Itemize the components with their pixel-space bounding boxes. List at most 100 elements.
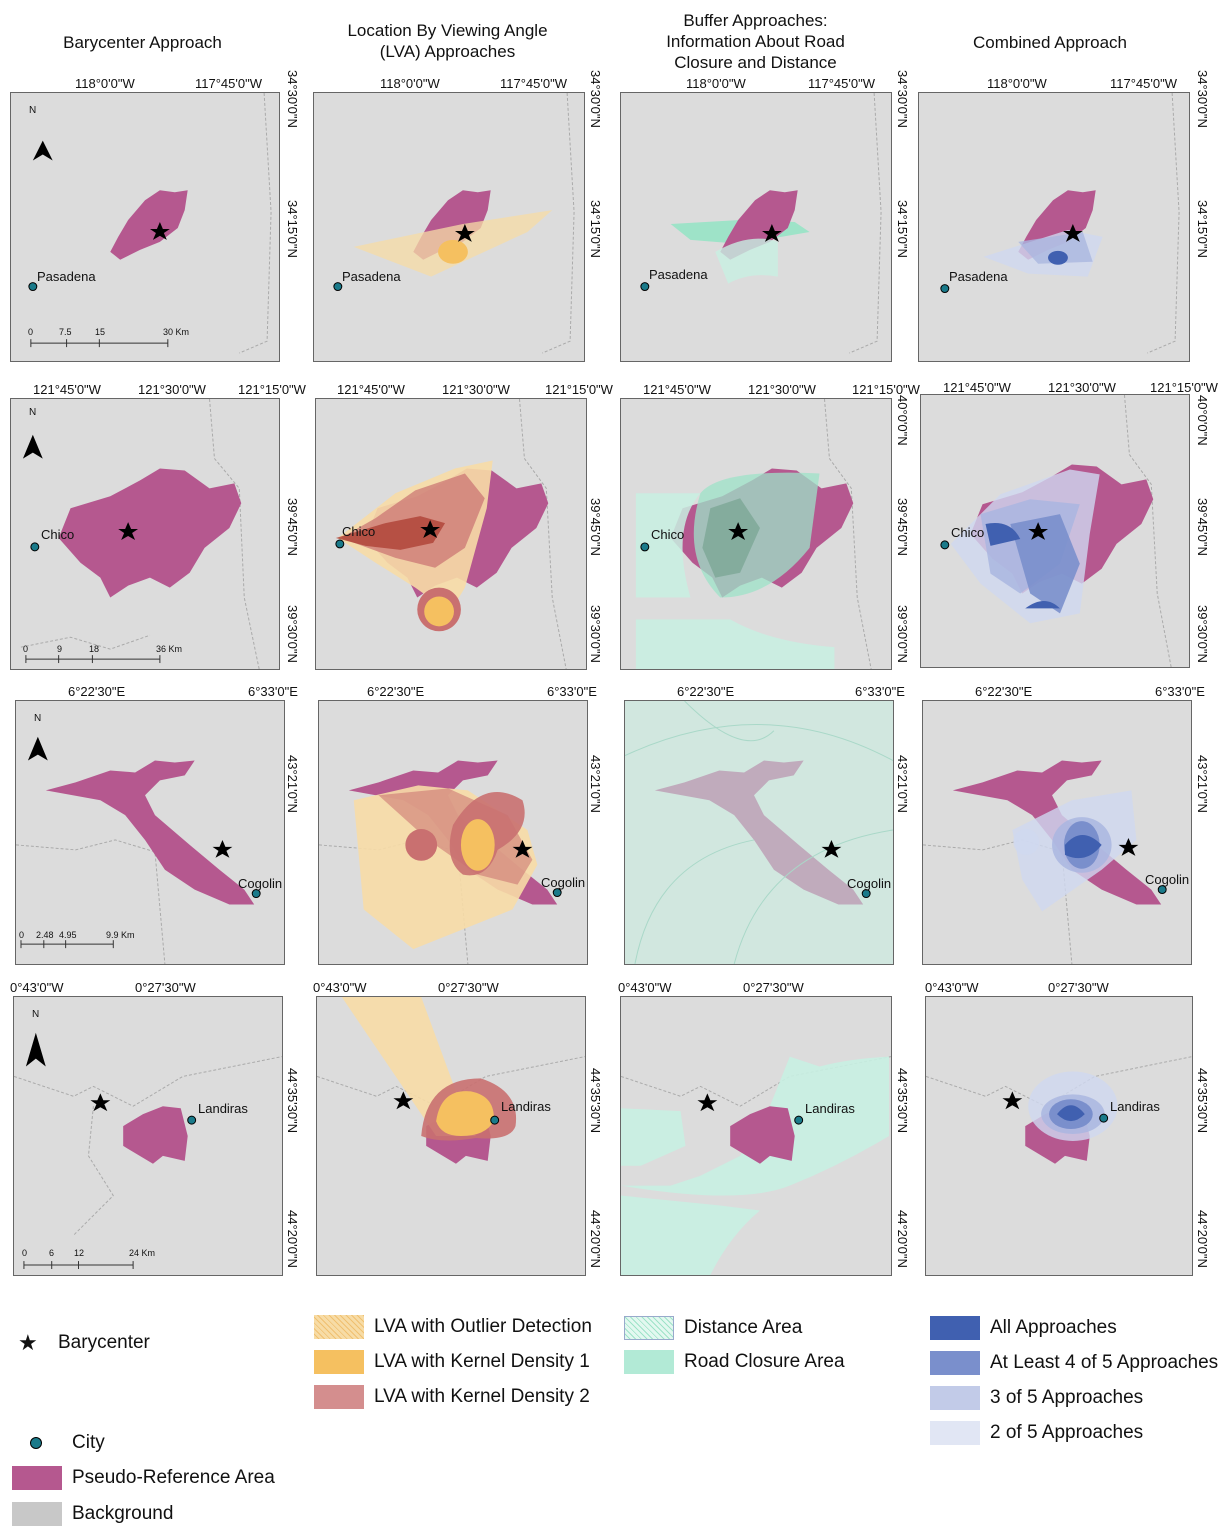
lat-tick: 34°15'0"N [588,200,603,258]
map-panel-chico-buffer: Chico [620,398,892,670]
pseudo-reference-area [45,760,255,905]
scale-label: 9.9 Km [106,930,135,940]
lon-tick: 0°27'30"W [135,980,196,995]
map-panel-pasadena-lva: Pasadena [313,92,585,362]
distance-swatch [624,1316,674,1340]
three-of-5-swatch [930,1386,980,1410]
city-label: Chico [951,525,985,540]
map-panel-cogolin-barycenter: Cogolin N 0 2.48 4.95 9.9 Km [15,700,285,965]
scale-label: 24 Km [129,1248,156,1258]
scale-label: 9 [57,644,63,654]
column-title-combined: Combined Approach [972,33,1128,52]
legend-barycenter: ★ Barycenter [18,1330,150,1356]
legend-lva-kd1: LVA with Kernel Density 1 [314,1350,590,1374]
scale-label: 0 [19,930,25,940]
lon-tick: 121°30'0"W [442,382,510,397]
lva-kd1-area [424,596,454,627]
distance-area [625,701,893,964]
scale-bar [30,339,169,348]
legend-label: LVA with Kernel Density 2 [374,1386,590,1407]
city-label: Chico [651,527,685,542]
scale-label: 30 Km [163,327,190,337]
road-closure-swatch [624,1350,674,1374]
lat-tick: 44°20'0"N [1195,1210,1210,1268]
map-panel-landiras-barycenter: Landiras N 0 6 12 24 Km [13,996,283,1276]
lva-kd1-swatch [314,1350,364,1374]
lon-tick: 0°43'0"W [618,980,672,995]
lon-tick: 6°22'30"E [367,684,425,699]
lon-tick: 0°27'30"W [1048,980,1109,995]
legend-label: Pseudo-Reference Area [72,1467,275,1488]
pseudo-reference-area [58,468,242,598]
lon-tick: 121°45'0"W [33,382,101,397]
legend-label: Road Closure Area [684,1351,845,1372]
lon-tick: 121°30'0"W [138,382,206,397]
lat-tick: 34°30'0"N [285,70,300,128]
lat-tick: 44°35'30"N [895,1068,910,1134]
distance-area [635,493,835,669]
north-label: N [29,105,37,116]
lat-tick: 39°30'0"N [588,605,603,663]
city-label: Landiras [501,1099,551,1114]
lat-tick: 44°20'0"N [588,1210,603,1268]
lon-tick: 121°45'0"W [337,382,405,397]
map-panel-pasadena-combined: Pasadena [918,92,1190,362]
lva-kd1-area [436,1091,494,1136]
all-approaches-area [1057,1105,1085,1122]
pseudo-reference-area [110,190,188,260]
barycenter-star [149,222,170,240]
legend-distance: Distance Area [624,1316,802,1340]
lat-tick: 39°45'0"N [1195,498,1210,556]
scale-label: 0 [22,1248,28,1258]
north-label: N [29,407,37,418]
legend-label: Background [72,1503,174,1524]
lon-tick: 0°27'30"W [438,980,499,995]
north-label: N [32,1009,40,1020]
legend-label: All Approaches [990,1317,1117,1338]
city-label: Pasadena [949,269,1008,284]
lon-tick: 117°45'0"W [500,76,567,91]
scale-label: 18 [89,644,100,654]
lat-tick: 43°21'0"N [588,755,603,813]
pseudo-reference-swatch [12,1466,62,1490]
lon-tick: 118°0'0"W [380,76,440,91]
lva-kd2-swatch [314,1385,364,1409]
lat-tick: 34°15'0"N [1195,200,1210,258]
scale-label: 0 [23,644,29,654]
lat-tick: 43°21'0"N [285,755,300,813]
legend-label: Barycenter [58,1332,150,1353]
lon-tick: 118°0'0"W [75,76,135,91]
legend-at-least-4: At Least 4 of 5 Approaches [930,1351,1218,1375]
lat-tick: 43°21'0"N [1195,755,1210,813]
scale-label: 15 [95,327,106,337]
column-title-lva: Location By Viewing Angle (LVA) Approach… [347,21,548,61]
legend-label: 3 of 5 Approaches [990,1387,1144,1408]
map-panel-chico-combined: Chico [920,394,1190,668]
distance-area [715,238,778,284]
lon-tick: 121°15'0"W [852,382,920,397]
legend-all-approaches: All Approaches [930,1316,1117,1340]
pseudo-reference-area [123,1106,188,1164]
lva-kd1-area [438,239,468,264]
lat-tick: 44°20'0"N [895,1210,910,1268]
lat-tick: 44°35'30"N [1195,1068,1210,1134]
city-dot-icon [30,1437,42,1449]
map-panel-chico-lva: Chico [315,398,587,670]
lon-tick: 121°45'0"W [643,382,711,397]
lon-tick: 118°0'0"W [987,76,1047,91]
scale-label: 12 [74,1248,85,1258]
legend-label: LVA with Kernel Density 1 [374,1351,590,1372]
legend-pseudo-reference: Pseudo-Reference Area [12,1466,275,1490]
lon-tick: 6°33'0"E [1155,684,1205,699]
three-of-5-area [1018,231,1093,264]
background-swatch [12,1502,62,1526]
city-label: Cogolin [541,875,586,890]
city-label: Landiras [198,1101,248,1116]
lon-tick: 6°22'30"E [975,684,1033,699]
at-least-4-swatch [930,1351,980,1375]
lon-tick: 121°15'0"W [238,382,306,397]
lat-tick: 40°0'0"N [895,395,910,446]
map-panel-cogolin-buffer: Cogolin [624,700,894,965]
lat-tick: 43°21'0"N [895,755,910,813]
lon-tick: 121°15'0"W [1150,380,1218,395]
